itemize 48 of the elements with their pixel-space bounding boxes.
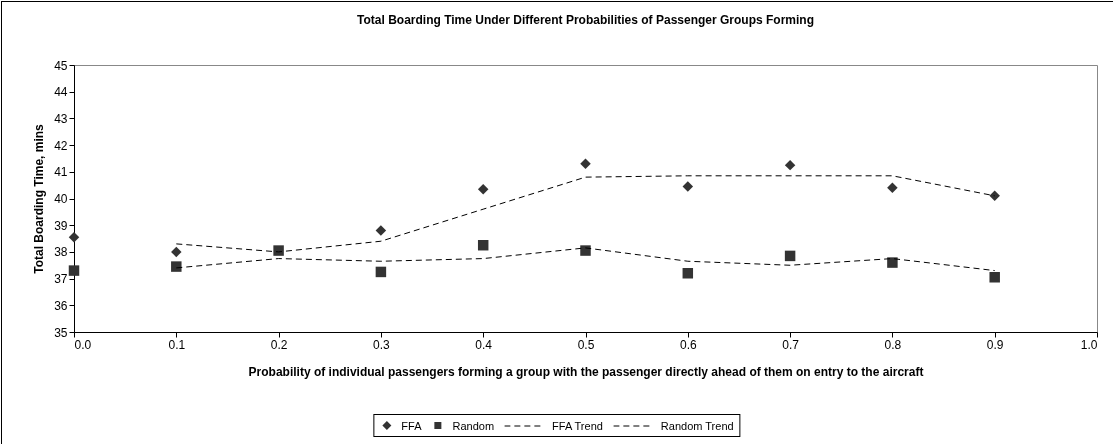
legend-label: Random <box>452 419 495 432</box>
point <box>989 190 1000 202</box>
point <box>784 159 796 171</box>
point <box>477 239 489 251</box>
x-tick-label: 0.3 <box>373 337 391 352</box>
point <box>580 245 591 256</box>
x-tick-label: 0.0 <box>74 337 92 352</box>
point <box>171 246 182 258</box>
point <box>784 250 796 262</box>
y-tick-label: 37 <box>54 272 68 287</box>
point <box>682 181 694 192</box>
x-tick-label: 0.8 <box>884 337 902 352</box>
chart-title: Total Boarding Time Under Different Probabilities of Passenger Groups Forming <box>357 13 814 27</box>
x-axis-title: Probability of individual passengers forming a group with the passenger directly ahead of them on entry to the aircraft <box>248 364 924 379</box>
y-tick-label: 35 <box>54 325 68 340</box>
legend-label: FFA Trend <box>552 419 603 432</box>
point <box>887 257 898 268</box>
x-tick-label: 0.5 <box>577 337 595 352</box>
y-tick-label: 43 <box>54 111 68 126</box>
y-tick-label: 45 <box>54 58 68 73</box>
point <box>273 245 284 256</box>
legend-label: Random Trend <box>660 419 734 432</box>
x-tick-label: 0.1 <box>168 337 186 352</box>
y-tick-label: 42 <box>54 138 68 153</box>
point <box>477 183 489 195</box>
x-tick-label: 1.0 <box>1080 337 1098 352</box>
point <box>375 266 387 278</box>
point <box>580 158 591 170</box>
point <box>375 225 387 236</box>
x-tick-label: 0.4 <box>475 337 493 352</box>
point <box>171 261 182 272</box>
y-tick-label: 41 <box>54 165 68 180</box>
point <box>68 231 80 243</box>
y-tick-label: 44 <box>54 85 68 100</box>
x-tick-label: 0.7 <box>782 337 800 352</box>
y-tick-label: 40 <box>54 192 68 206</box>
legend-label: FFA <box>401 419 422 432</box>
point <box>68 265 80 276</box>
x-tick-label: 0.2 <box>270 337 288 352</box>
y-tick-label: 39 <box>54 218 68 233</box>
point <box>682 268 694 279</box>
point <box>887 182 898 194</box>
point <box>989 272 1000 283</box>
y-tick-label: 36 <box>54 298 68 313</box>
y-tick-label: 38 <box>54 245 68 260</box>
y-axis-title: Total Boarding Time, mins <box>32 123 47 274</box>
x-tick-label: 0.6 <box>679 337 697 352</box>
x-tick-label: 0.9 <box>986 337 1004 352</box>
